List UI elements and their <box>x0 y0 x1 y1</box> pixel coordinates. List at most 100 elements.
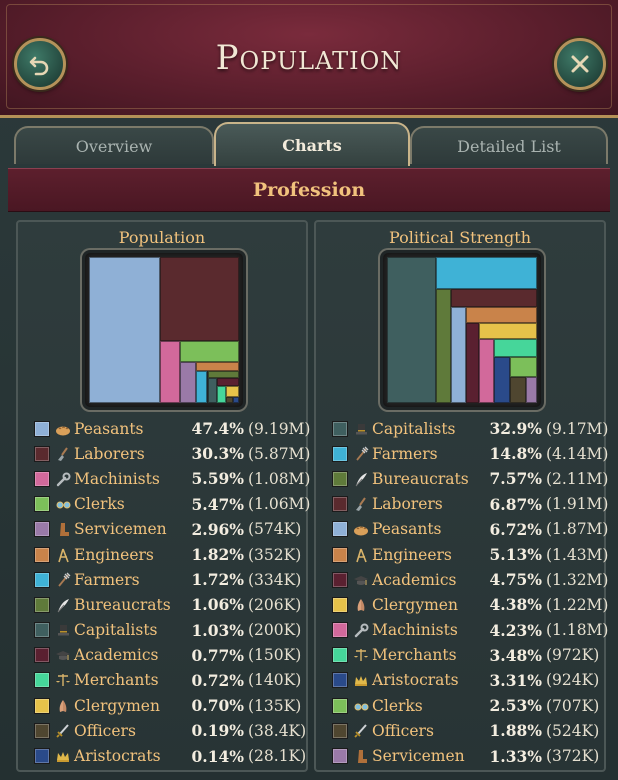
treemap-cell-farmers[interactable] <box>195 370 208 403</box>
color-swatch <box>332 571 348 588</box>
legend-row-officers[interactable]: Officers 0.19% (38.4K) <box>30 718 306 743</box>
legend-row-capitalists[interactable]: Capitalists 1.03% (200K) <box>30 618 302 643</box>
page-title: Population <box>215 38 403 78</box>
treemap-cell-clerks[interactable] <box>509 357 537 378</box>
close-button[interactable] <box>554 38 606 90</box>
percentage-value: 1.88% <box>489 721 542 741</box>
profession-name: Farmers <box>372 444 438 463</box>
treemap-cell-officers[interactable] <box>509 377 526 403</box>
glasses-icon <box>352 697 370 715</box>
legend-row-servicemen[interactable]: Servicemen 2.96% (574K) <box>30 517 302 542</box>
absolute-value: (574K) <box>248 520 302 539</box>
profession-name: Bureaucrats <box>372 469 469 488</box>
percentage-value: 1.06% <box>191 595 244 615</box>
back-button[interactable] <box>14 38 66 90</box>
legend-row-clerks[interactable]: Clerks 5.47% (1.06M) <box>30 492 310 517</box>
treemap-cell-capitalists[interactable] <box>207 378 217 403</box>
absolute-value: (206K) <box>248 595 302 614</box>
legend-row-engineers[interactable]: Engineers 5.13% (1.43M) <box>328 542 608 567</box>
tab-overview[interactable]: Overview <box>14 126 214 164</box>
boot-icon <box>54 520 72 538</box>
legend-row-clerks[interactable]: Clerks 2.53% (707K) <box>328 693 600 718</box>
percentage-value: 32.9% <box>489 419 542 439</box>
treemap-cell-servicemen[interactable] <box>180 361 196 403</box>
bread-icon <box>54 420 72 438</box>
treemap-cell-laborers[interactable] <box>160 257 239 342</box>
treemap-cell-farmers[interactable] <box>436 257 537 290</box>
color-swatch <box>34 647 50 664</box>
praying-hands-icon <box>352 596 370 614</box>
treemap-cell-officers[interactable] <box>225 397 234 403</box>
treemap-cell-academics[interactable] <box>466 322 480 403</box>
absolute-value: (707K) <box>546 696 600 715</box>
profession-name: Machinists <box>74 469 160 488</box>
treemap-cell-aristocrats[interactable] <box>493 357 510 403</box>
legend-row-laborers[interactable]: Laborers 6.87% (1.91M) <box>328 492 608 517</box>
treemap-cell-peasants[interactable] <box>89 257 161 403</box>
treemap-cell-aristocrats[interactable] <box>233 397 239 403</box>
legend-row-clergymen[interactable]: Clergymen 4.38% (1.22M) <box>328 592 608 617</box>
treemap-cell-machinists[interactable] <box>479 339 494 403</box>
color-swatch <box>34 697 50 714</box>
percentage-value: 5.47% <box>191 494 244 514</box>
legend-row-officers[interactable]: Officers 1.88% (524K) <box>328 718 600 743</box>
treemap-cell-bureaucrats[interactable] <box>207 370 239 379</box>
legend-row-engineers[interactable]: Engineers 1.82% (352K) <box>30 542 302 567</box>
legend-row-capitalists[interactable]: Capitalists 32.9% (9.17M) <box>328 416 608 441</box>
legend-row-machinists[interactable]: Machinists 4.23% (1.18M) <box>328 618 608 643</box>
profession-name: Laborers <box>372 495 443 514</box>
legend-row-peasants[interactable]: Peasants 47.4% (9.19M) <box>30 416 310 441</box>
quill-icon <box>352 470 370 488</box>
legend-row-academics[interactable]: Academics 4.75% (1.32M) <box>328 567 608 592</box>
population-chart-title: Population <box>118 228 206 247</box>
profession-name: Capitalists <box>372 419 456 438</box>
legend-row-laborers[interactable]: Laborers 30.3% (5.87M) <box>30 441 310 466</box>
treemap-cell-servicemen[interactable] <box>525 377 537 403</box>
percentage-value: 6.87% <box>489 494 542 514</box>
legend-row-bureaucrats[interactable]: Bureaucrats 1.06% (206K) <box>30 592 302 617</box>
color-swatch <box>332 748 348 765</box>
color-swatch <box>332 596 348 613</box>
treemap-cell-laborers[interactable] <box>451 289 537 307</box>
legend-row-farmers[interactable]: Farmers 14.8% (4.14M) <box>328 441 608 466</box>
section-header: Profession <box>8 168 610 212</box>
treemap-cell-clergymen[interactable] <box>479 322 537 340</box>
absolute-value: (200K) <box>248 621 302 640</box>
treemap-cell-capitalists[interactable] <box>387 257 437 403</box>
political-strength-panel: Political Strength Capitalists 32.9% (9.17… <box>314 220 608 772</box>
absolute-value: (140K) <box>248 671 302 690</box>
legend-row-machinists[interactable]: Machinists 5.59% (1.08M) <box>30 466 310 491</box>
legend-row-aristocrats[interactable]: Aristocrats 0.14% (28.1K) <box>30 743 306 768</box>
absolute-value: (28.1K) <box>248 747 307 766</box>
percentage-value: 2.53% <box>489 696 542 716</box>
legend-row-merchants[interactable]: Merchants 3.48% (972K) <box>328 643 600 668</box>
legend-row-clergymen[interactable]: Clergymen 0.70% (135K) <box>30 693 302 718</box>
wrench-icon <box>352 621 370 639</box>
treemap-cell-merchants[interactable] <box>216 385 226 403</box>
percentage-value: 4.75% <box>489 570 542 590</box>
color-swatch <box>34 622 50 639</box>
legend-row-bureaucrats[interactable]: Bureaucrats 7.57% (2.11M) <box>328 466 608 491</box>
treemap-cell-machinists[interactable] <box>160 341 181 403</box>
treemap-cell-merchants[interactable] <box>493 339 537 357</box>
color-swatch <box>332 722 348 739</box>
tab-detailed-list[interactable]: Detailed List <box>410 126 608 164</box>
mortarboard-icon <box>54 646 72 664</box>
legend-row-peasants[interactable]: Peasants 6.72% (1.87M) <box>328 517 608 542</box>
treemap-cell-academics[interactable] <box>216 378 239 386</box>
legend-row-servicemen[interactable]: Servicemen 1.33% (372K) <box>328 743 600 768</box>
treemap-cell-peasants[interactable] <box>451 306 467 403</box>
legend-row-academics[interactable]: Academics 0.77% (150K) <box>30 643 302 668</box>
treemap-cell-engineers[interactable] <box>466 306 537 323</box>
political-strength-treemap[interactable] <box>387 257 537 403</box>
legend-row-aristocrats[interactable]: Aristocrats 3.31% (924K) <box>328 668 600 693</box>
treemap-cell-clerks[interactable] <box>180 341 239 362</box>
treemap-cell-engineers[interactable] <box>195 361 239 371</box>
legend-row-farmers[interactable]: Farmers 1.72% (334K) <box>30 567 302 592</box>
sword-icon <box>54 722 72 740</box>
population-treemap[interactable] <box>89 257 239 403</box>
treemap-cell-bureaucrats[interactable] <box>436 289 451 403</box>
legend-row-merchants[interactable]: Merchants 0.72% (140K) <box>30 668 302 693</box>
treemap-cell-clergymen[interactable] <box>225 385 239 398</box>
tab-charts[interactable]: Charts <box>214 122 410 166</box>
